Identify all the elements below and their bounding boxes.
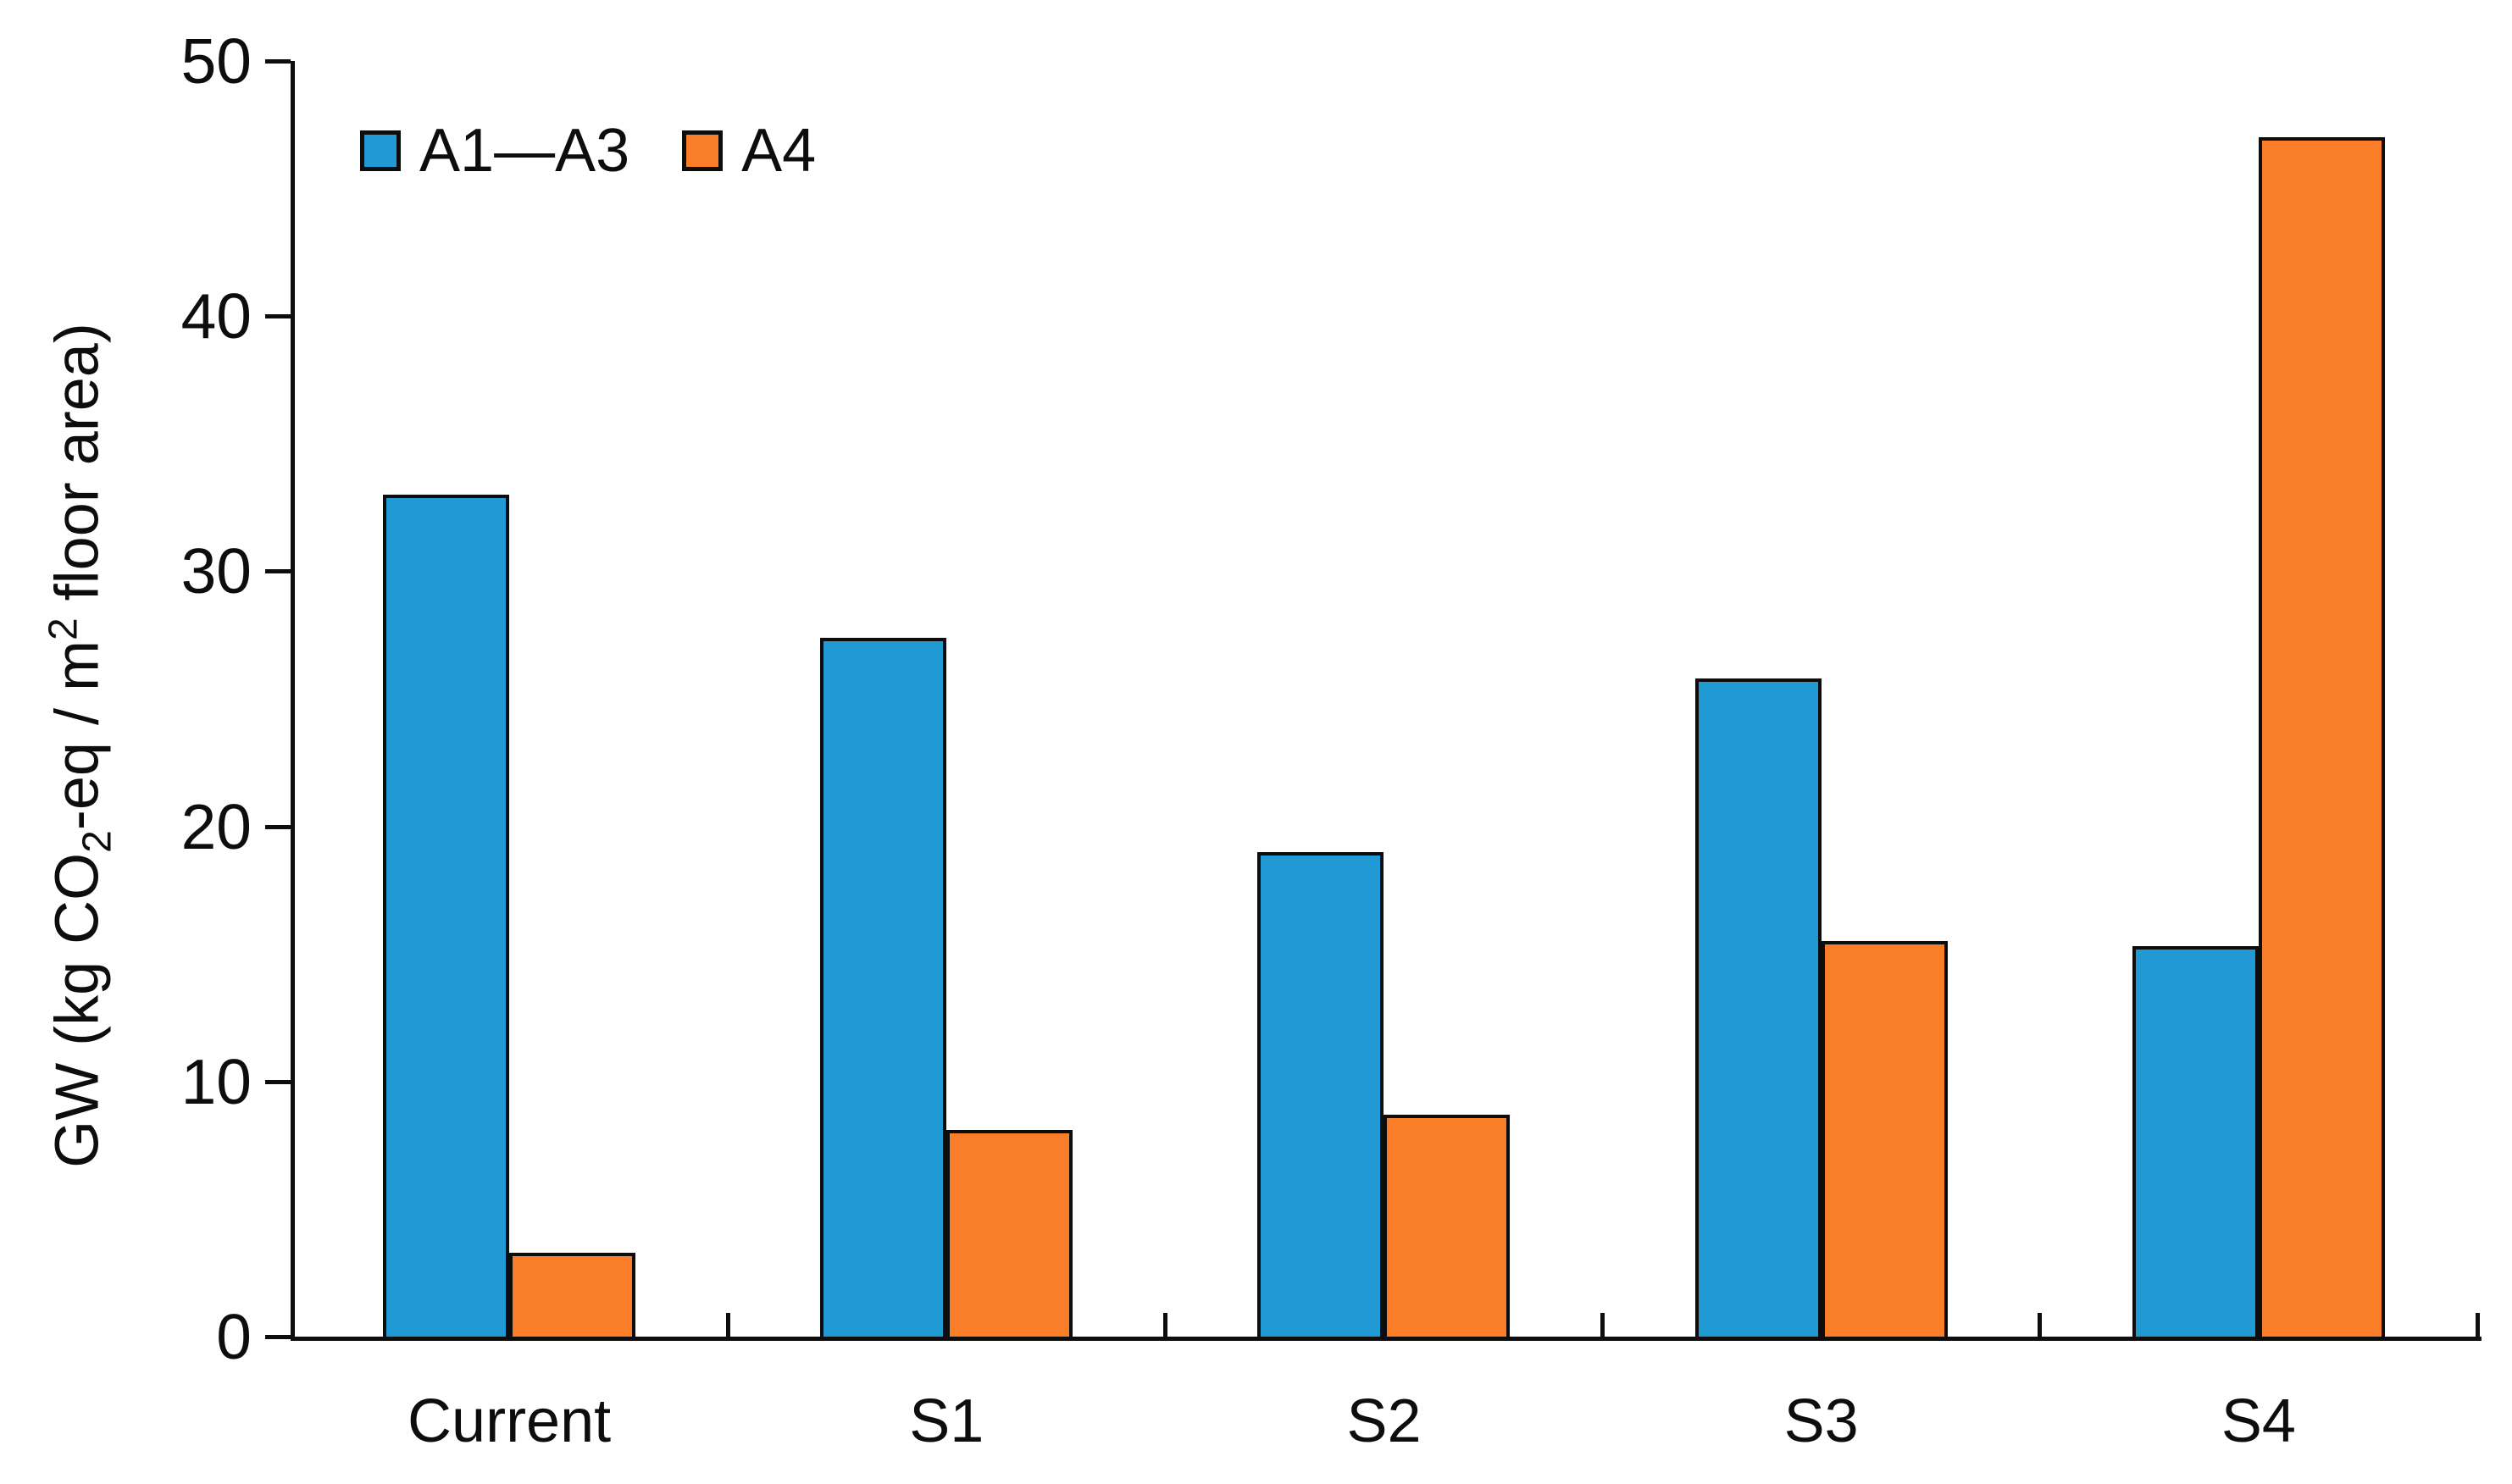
y-tick-label: 50 — [180, 25, 252, 97]
x-axis-line — [291, 1337, 2482, 1341]
x-axis-tick — [2038, 1313, 2043, 1337]
bar-a4-s2 — [1384, 1114, 1511, 1337]
y-axis-tick — [265, 1335, 291, 1339]
bar-a1-a3-s1 — [820, 637, 947, 1337]
y-axis-title-superscript: 2 — [41, 617, 86, 641]
x-axis-tick — [1600, 1313, 1605, 1337]
bar-a1-a3-current — [383, 495, 509, 1337]
x-category-label: Current — [408, 1387, 612, 1455]
bar-a4-s4 — [2258, 137, 2385, 1337]
y-tick-label: 0 — [216, 1301, 252, 1372]
y-axis-tick — [265, 314, 291, 319]
legend-item-a4: A4 — [682, 120, 816, 181]
x-category-label: S2 — [1346, 1387, 1422, 1455]
legend-label-a1-a3: A1—A3 — [419, 117, 630, 185]
bar-a1-a3-s4 — [2132, 946, 2259, 1337]
y-axis-title-text: GW (kg CO — [43, 852, 112, 1168]
x-axis-tick — [725, 1313, 730, 1337]
y-axis-title: GW (kg CO2-eq / m2 floor area) — [40, 323, 120, 1168]
legend: A1—A3 A4 — [360, 120, 816, 181]
bar-a4-s1 — [946, 1130, 1073, 1337]
bar-a4-s3 — [1821, 941, 1948, 1337]
x-category-label: S1 — [909, 1387, 984, 1455]
y-tick-label: 30 — [180, 535, 252, 607]
x-category-label: S3 — [1783, 1387, 1859, 1455]
bar-a1-a3-s2 — [1257, 851, 1384, 1337]
legend-swatch-a4 — [682, 130, 724, 171]
y-tick-label: 40 — [180, 280, 252, 352]
y-axis-tick — [265, 1079, 291, 1084]
y-tick-label: 20 — [180, 790, 252, 862]
legend-label-a4: A4 — [741, 117, 817, 185]
y-tick-label: 10 — [180, 1045, 252, 1117]
legend-item-a1-a3: A1—A3 — [360, 120, 629, 181]
x-axis-tick — [2475, 1313, 2480, 1337]
bar-a4-current — [509, 1252, 635, 1337]
legend-swatch-a1-a3 — [360, 130, 401, 171]
x-category-label: S4 — [2221, 1387, 2296, 1455]
x-axis-tick — [1162, 1313, 1167, 1337]
y-axis-line — [291, 61, 295, 1341]
y-axis-tick — [265, 569, 291, 574]
y-axis-tick — [265, 824, 291, 829]
bar-a1-a3-s3 — [1694, 678, 1822, 1337]
y-axis-tick — [265, 59, 291, 64]
